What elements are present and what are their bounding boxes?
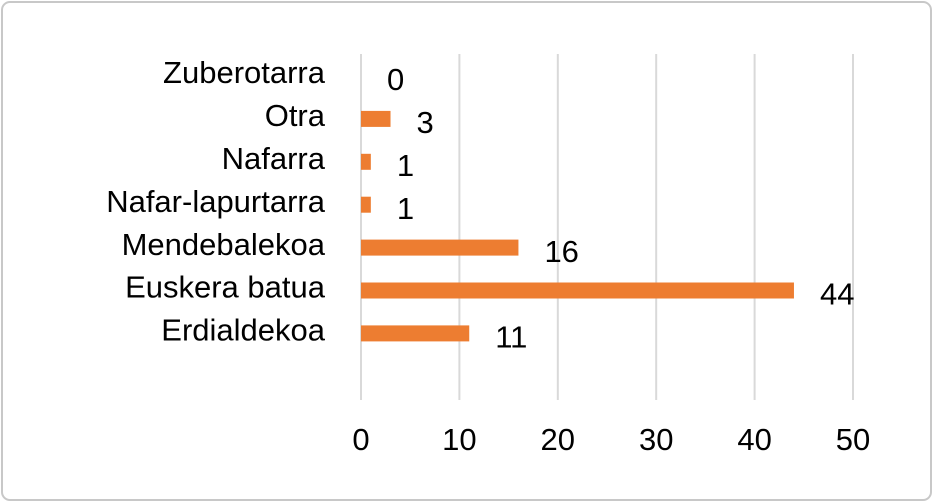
data-label: 1 <box>397 148 414 183</box>
x-tick-label: 40 <box>737 422 771 457</box>
bar <box>361 325 470 342</box>
x-tick-label: 0 <box>352 422 369 457</box>
bar <box>361 282 794 299</box>
data-label: 0 <box>387 62 404 97</box>
data-label: 1 <box>397 191 414 226</box>
bar <box>361 239 519 256</box>
x-tick-label: 50 <box>836 422 870 457</box>
y-tick-label: Zuberotarra <box>163 55 326 90</box>
data-label: 11 <box>495 320 527 355</box>
data-label: 44 <box>820 277 854 312</box>
bar <box>361 196 371 213</box>
y-tick-label: Otra <box>265 98 326 133</box>
x-tick-label: 30 <box>639 422 673 457</box>
y-tick-label: Nafarra <box>222 141 326 176</box>
y-tick-label: Erdialdekoa <box>161 313 325 348</box>
data-label: 16 <box>544 234 578 269</box>
x-tick-label: 10 <box>442 422 476 457</box>
bar <box>361 110 391 127</box>
y-tick-label: Euskera batua <box>125 270 326 305</box>
bar <box>361 153 371 170</box>
y-tick-label: Mendebalekoa <box>122 227 326 262</box>
x-tick-label: 20 <box>541 422 575 457</box>
y-tick-label: Nafar-lapurtarra <box>106 184 326 219</box>
data-label: 3 <box>417 105 434 140</box>
